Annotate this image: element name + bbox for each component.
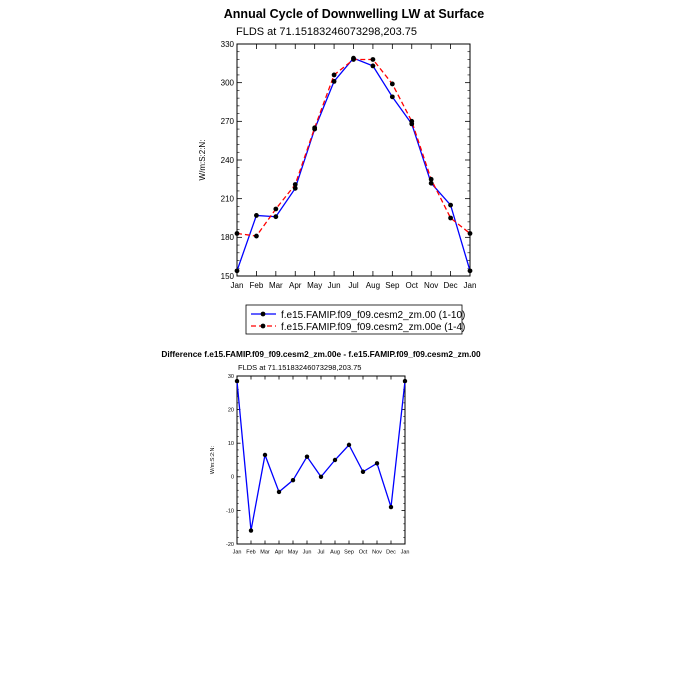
- chart1-series-2-point: [254, 233, 259, 239]
- chart2-xtick-label: Dec: [386, 550, 396, 556]
- chart2-series-1-line: [236, 380, 406, 531]
- chart1-series-1-point: [292, 185, 298, 191]
- chart2-xtick-label: Jun: [303, 550, 312, 556]
- chart1-series-2-point: [312, 125, 318, 131]
- chart1-series-1-point: [331, 78, 337, 84]
- chart1-ytick-label: 270: [221, 117, 235, 126]
- chart1-series-2-point: [234, 231, 240, 236]
- chart2-ytick-label: 10: [228, 441, 234, 447]
- chart1-xtick-label: Jul: [348, 281, 358, 290]
- chart2-ytick-label: 0: [231, 475, 234, 481]
- chart2-xtick-label: Jan: [401, 550, 410, 556]
- chart1-series-2-point: [389, 81, 395, 87]
- chart2-series-1-point: [360, 469, 366, 474]
- chart1-series-1-point: [234, 268, 240, 274]
- chart2-xtick-label: Nov: [372, 550, 382, 556]
- chart2-series-1-point: [318, 474, 324, 479]
- chart1-series-2-point: [428, 176, 434, 182]
- chart1-subtitle: FLDS at 71.15183246073298,203.75: [236, 26, 417, 38]
- legend-frame: [245, 304, 463, 335]
- chart1-ytick-label: 210: [221, 194, 235, 203]
- chart1-axes: 150 180 210 240 270 300 330 Jan Feb Mar Apr May Jun J…: [221, 40, 477, 290]
- chart1-xtick-label: Jan: [464, 281, 477, 290]
- chart2-series-1-point: [248, 528, 254, 533]
- legend-marker-series-2: [260, 323, 266, 329]
- chart1-series-2-point: [351, 57, 356, 62]
- chart2-xtick-label: Jul: [317, 550, 324, 556]
- chart2-xtick-label: Mar: [260, 550, 270, 556]
- chart2-ytick-label: 20: [228, 408, 234, 414]
- chart2-series-1-point: [374, 461, 380, 466]
- chart2-series-1-point: [402, 378, 408, 384]
- legend-label-series-2: f.e15.FAMIP.f09_f09.cesm2_zm.00e (1-4): [281, 322, 465, 333]
- chart1-xtick-label: Nov: [424, 281, 438, 290]
- chart1-series-1-point: [467, 268, 473, 274]
- chart1-title: Annual Cycle of Downwelling LW at Surfac…: [224, 7, 484, 21]
- chart1-xtick-label: Oct: [406, 281, 419, 290]
- chart2-subtitle: FLDS at 71.15183246073298,203.75: [238, 363, 361, 372]
- chart2-title: Difference f.e15.FAMIP.f09_f09.cesm2_zm.…: [161, 349, 481, 359]
- chart1-series-1-line: [236, 57, 471, 272]
- chart2-xtick-label: Sep: [344, 550, 354, 556]
- chart2-series-1-point: [346, 442, 352, 448]
- chart1-series-2-point: [448, 215, 453, 221]
- chart2-series-1-point: [304, 454, 310, 459]
- chart1-xtick-label: Jan: [231, 281, 244, 290]
- chart1-xtick-label: Apr: [289, 281, 302, 290]
- chart1-ylabel: W/m:S:2:N:: [198, 140, 207, 181]
- chart2-series: [234, 378, 408, 533]
- chart2-ytick-label: 30: [228, 374, 234, 380]
- chart1-series-1-point: [273, 214, 279, 220]
- legend-label-series-1: f.e15.FAMIP.f09_f09.cesm2_zm.00 (1-10): [281, 310, 465, 321]
- chart1-series-1-point: [254, 213, 259, 218]
- chart1-series-2-point: [467, 231, 473, 236]
- chart1-series-2-point: [409, 118, 415, 124]
- chart1-legend: f.e15.FAMIP.f09_f09.cesm2_zm.00 (1-10) f…: [245, 304, 465, 335]
- chart2-ylabel: W/m:S:2:N:: [210, 445, 216, 474]
- chart1-xtick-label: Sep: [385, 281, 400, 290]
- chart2-series-1-point: [262, 452, 268, 458]
- chart1-xtick-label: Dec: [443, 281, 457, 290]
- chart2-xtick-label: Aug: [330, 550, 340, 556]
- chart2-plot-frame: [236, 375, 406, 545]
- chart1-ytick-label: 330: [221, 40, 235, 49]
- chart1-series-1-point: [389, 94, 395, 100]
- chart1-series-2-point: [273, 206, 279, 212]
- chart1-series-2-point: [292, 182, 298, 187]
- difference-chart: Difference f.e15.FAMIP.f09_f09.cesm2_zm.…: [161, 349, 481, 556]
- chart1-series-2-point: [331, 72, 337, 78]
- chart2-series-1-point: [332, 457, 338, 463]
- chart1-plot-frame: [236, 43, 471, 277]
- chart1-xtick-label: May: [307, 281, 322, 290]
- chart1-series-1-point: [448, 202, 453, 208]
- chart1-ytick-label: 240: [221, 156, 235, 165]
- chart1-ytick-label: 150: [221, 272, 235, 281]
- chart1-series-2-line: [236, 58, 471, 237]
- chart1-series-1-point: [370, 63, 376, 69]
- chart1-xtick-label: Jun: [328, 281, 341, 290]
- chart1-series: [234, 55, 473, 274]
- chart2-xtick-label: Jan: [233, 550, 242, 556]
- chart2-xtick-label: Apr: [275, 550, 284, 556]
- chart2-series-1-point: [234, 378, 240, 384]
- chart1-series-2-point: [370, 57, 376, 62]
- chart1-ytick-label: 300: [221, 78, 235, 87]
- annual-cycle-chart: Annual Cycle of Downwelling LW at Surfac…: [198, 7, 484, 335]
- legend-marker-series-1: [260, 311, 266, 317]
- chart2-ytick-label: -20: [226, 542, 234, 548]
- chart1-xtick-label: Mar: [269, 281, 283, 290]
- chart1-xtick-label: Aug: [366, 281, 380, 290]
- chart2-xtick-label: Feb: [246, 550, 255, 556]
- chart1-ytick-label: 180: [221, 233, 235, 242]
- chart2-series-1-point: [276, 489, 282, 495]
- chart2-xtick-label: Oct: [359, 550, 368, 556]
- chart1-xtick-label: Feb: [250, 281, 264, 290]
- chart2-xtick-label: May: [288, 550, 299, 556]
- chart2-axes: -20 -10 0 10 20 30 Jan Feb Mar Apr May Jun Jul Aug Sep…: [226, 374, 409, 556]
- chart2-ytick-label: -10: [226, 508, 234, 514]
- chart2-series-1-point: [290, 477, 296, 483]
- chart1-series-1-point: [428, 180, 434, 186]
- chart2-series-1-point: [388, 504, 394, 510]
